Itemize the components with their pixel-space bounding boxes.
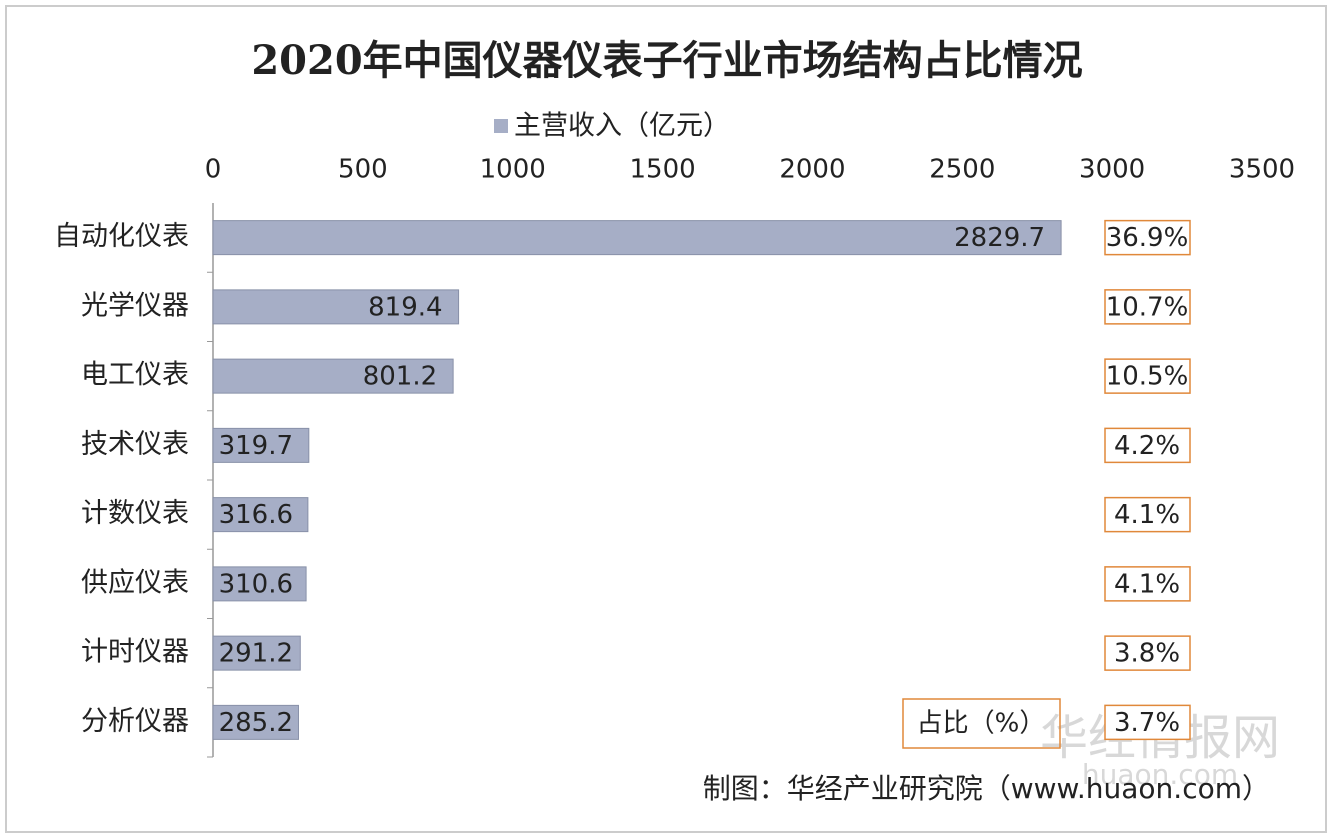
data-label: 2829.7 <box>954 223 1045 253</box>
bar <box>212 635 301 671</box>
legend-label: 主营收入（亿元） <box>514 111 730 142</box>
share-box <box>1104 635 1191 671</box>
x-tick-label: 0 <box>205 155 222 185</box>
data-label: 801.2 <box>363 362 437 392</box>
x-tick-label: 500 <box>338 155 388 185</box>
share-label: 10.7% <box>1106 292 1189 322</box>
bar <box>212 289 460 325</box>
share-label: 4.1% <box>1114 500 1180 530</box>
y-tick-label: 自动化仪表 <box>54 221 189 252</box>
bar <box>212 566 307 602</box>
x-tick-label: 1000 <box>480 155 546 185</box>
share-box <box>1104 704 1191 741</box>
y-tick-label: 技术仪表 <box>81 429 189 460</box>
y-tick-label: 电工仪表 <box>81 360 189 391</box>
x-tick-label: 3500 <box>1229 155 1295 185</box>
x-tick-label: 2000 <box>779 155 845 185</box>
share-label: 4.2% <box>1114 431 1180 461</box>
y-tick-label: 供应仪表 <box>81 567 189 598</box>
y-tick-label: 计数仪表 <box>81 498 189 529</box>
data-label: 285.2 <box>219 708 293 738</box>
share-box <box>1104 289 1191 325</box>
share-box <box>1104 219 1191 256</box>
y-tick-label: 计时仪器 <box>81 637 189 668</box>
data-label: 319.7 <box>219 431 293 461</box>
x-tick-label: 1500 <box>629 155 695 185</box>
y-tick-label: 光学仪器 <box>81 290 189 321</box>
watermark-url: huaon.com <box>1082 758 1238 791</box>
bar <box>212 497 309 533</box>
x-tick-label: 3000 <box>1079 155 1145 185</box>
share-box <box>1104 427 1191 464</box>
bar <box>212 704 299 740</box>
source: 制图：华经产业研究院（www.huaon.com） <box>703 772 1270 805</box>
bar <box>212 220 1062 256</box>
share-label: 10.5% <box>1106 362 1189 392</box>
share-legend-label: 占比（%） <box>917 709 1046 739</box>
data-label: 310.6 <box>219 569 293 599</box>
share-box <box>1104 566 1191 602</box>
data-label: 819.4 <box>368 292 442 322</box>
share-box <box>1104 496 1191 533</box>
share-label: 3.7% <box>1114 708 1180 738</box>
data-label: 316.6 <box>219 500 293 530</box>
share-legend-box <box>902 698 1061 749</box>
data-label: 291.2 <box>219 639 293 669</box>
x-tick-label: 2500 <box>929 155 995 185</box>
share-label: 4.1% <box>1114 569 1180 599</box>
chart-title: 2020年中国仪器仪表子行业市场结构占比情况 <box>251 37 1082 84</box>
bar <box>212 427 310 463</box>
bar <box>212 358 454 394</box>
frame <box>5 5 1327 833</box>
share-box <box>1104 358 1191 394</box>
share-label: 36.9% <box>1106 223 1189 253</box>
y-tick-label: 分析仪器 <box>81 706 189 737</box>
legend-swatch <box>494 119 508 133</box>
share-label: 3.8% <box>1114 639 1180 669</box>
